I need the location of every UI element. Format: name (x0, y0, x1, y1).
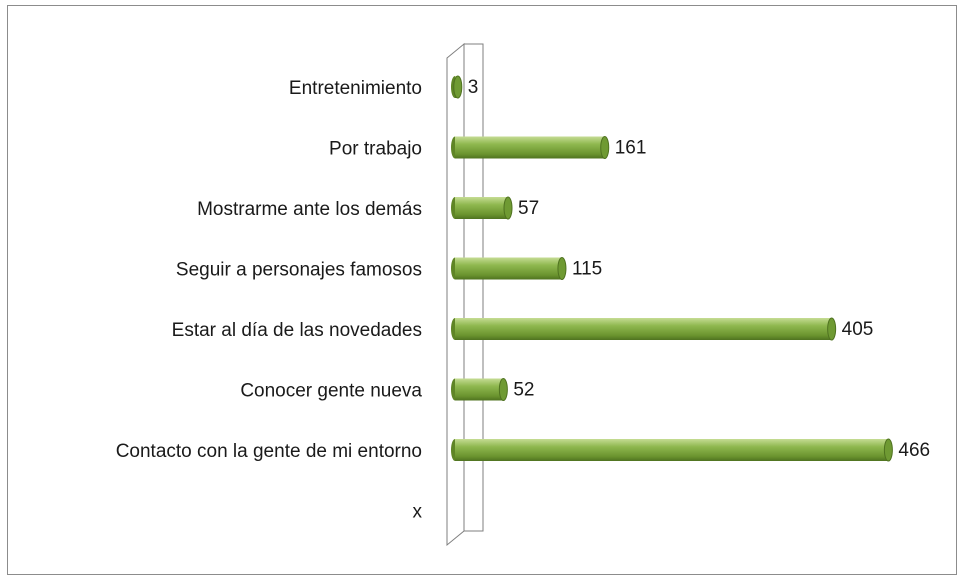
y-tick-label: Seguir a personajes famosos (176, 260, 422, 281)
bar-part (455, 439, 889, 461)
y-tick-label: x (413, 502, 423, 523)
y-tick-label: Estar al día de las novedades (172, 320, 422, 341)
bar (451, 136, 610, 159)
bar (451, 378, 508, 401)
bar-part (455, 318, 832, 340)
bar-part (455, 197, 509, 219)
bar-part (600, 136, 610, 159)
data-label: 405 (842, 319, 874, 340)
bar-part (557, 257, 567, 280)
data-label: 3 (468, 77, 479, 98)
data-label: 161 (615, 138, 647, 159)
y-tick-label: Por trabajo (329, 139, 422, 160)
bar-part (455, 136, 605, 159)
bar (451, 317, 837, 341)
data-label: 466 (898, 440, 930, 461)
data-label: 57 (518, 198, 539, 219)
bar (451, 438, 893, 462)
y-tick-label: Contacto con la gente de mi entorno (116, 441, 422, 462)
bar (451, 75, 463, 99)
bar (451, 196, 513, 220)
data-label: 115 (572, 259, 602, 280)
bar (451, 257, 567, 280)
bar-part (827, 317, 837, 341)
bar-part (498, 378, 508, 401)
bar-part (455, 378, 504, 401)
bar-part (453, 75, 463, 99)
data-label: 52 (513, 380, 534, 401)
y-tick-label: Entretenimiento (289, 78, 422, 99)
bar-part (503, 196, 513, 220)
bar-part (455, 257, 562, 280)
axis-wall-front (446, 42, 465, 547)
y-tick-label: Conocer gente nueva (240, 381, 422, 402)
y-tick-label: Mostrarme ante los demás (197, 199, 422, 220)
axis-wall-back (463, 43, 484, 532)
bar-part (883, 438, 893, 462)
